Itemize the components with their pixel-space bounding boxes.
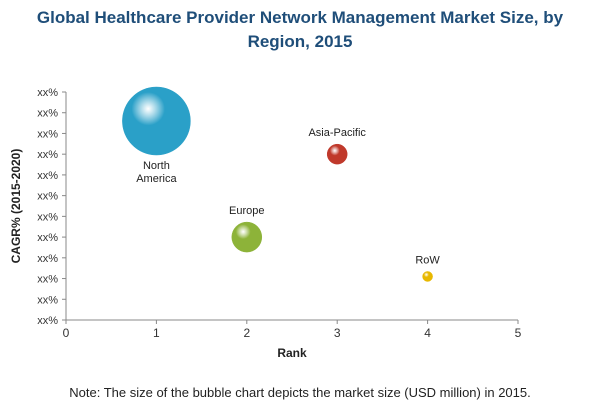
y-tick-label: xx% (37, 128, 58, 140)
bubble-label-north-america: North (143, 160, 170, 172)
chart-axes: xx% xx% xx% xx% xx% xx% xx% xx% xx% xx% xx% xx% 0 1 2 3… (9, 87, 522, 360)
bubble-label-row: RoW (415, 254, 440, 266)
bubble-europe (231, 221, 263, 253)
chart-title: Global Healthcare Provider Network Manag… (0, 6, 600, 54)
chart-note: Note: The size of the bubble chart depic… (69, 385, 531, 400)
bubble-label-north-america: America (136, 173, 177, 185)
chart-title-line-1: Global Healthcare Provider Network Manag… (36, 8, 564, 27)
y-tick-label: xx% (37, 170, 58, 182)
x-tick-label: 0 (63, 326, 70, 340)
bubble-asia-pacific (326, 143, 348, 165)
x-tick-label: 4 (424, 326, 431, 340)
y-axis-title: CAGR% (2015-2020) (9, 149, 23, 264)
y-tick-label: xx% (37, 108, 58, 120)
y-tick-label: xx% (37, 191, 58, 203)
x-tick-label: 2 (243, 326, 250, 340)
x-tick-label: 1 (153, 326, 160, 340)
bubble-label-asia-pacific: Asia-Pacific (308, 127, 366, 139)
y-tick-label: xx% (37, 87, 58, 99)
y-tick-label: xx% (37, 253, 58, 265)
bubble-row (422, 271, 433, 282)
x-tick-label: 5 (515, 326, 522, 340)
y-tick-label: xx% (37, 211, 58, 223)
chart-title-line-2: Region, 2015 (247, 32, 353, 51)
y-tick-label: xx% (37, 315, 58, 327)
x-tick-label: 3 (334, 326, 341, 340)
x-axis-title: Rank (277, 346, 307, 360)
bubble-label-europe: Europe (229, 205, 264, 217)
y-tick-label: xx% (37, 232, 58, 244)
chart-bubbles (122, 86, 433, 282)
y-tick-label: xx% (37, 274, 58, 286)
y-tick-label: xx% (37, 294, 58, 306)
bubble-north-america (122, 86, 191, 156)
y-tick-label: xx% (37, 149, 58, 161)
